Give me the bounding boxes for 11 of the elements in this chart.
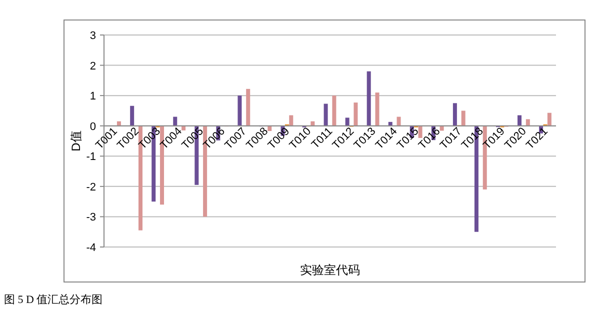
y-tick-label: 0 (90, 120, 96, 133)
y-tick-label: 2 (90, 60, 96, 72)
x-axis-title: 实验室代码 (300, 263, 360, 277)
y-tick-label: -4 (86, 242, 96, 254)
y-tick-label: -1 (86, 151, 96, 164)
caption: 图 5 D 值汇总分布图 (4, 293, 103, 306)
y-tick-label: -3 (86, 212, 96, 224)
y-tick-label: -2 (86, 181, 96, 194)
y-axis-title: D值 (69, 130, 83, 152)
y-tick-label: 3 (90, 30, 96, 42)
y-tick-label: 1 (90, 90, 96, 103)
